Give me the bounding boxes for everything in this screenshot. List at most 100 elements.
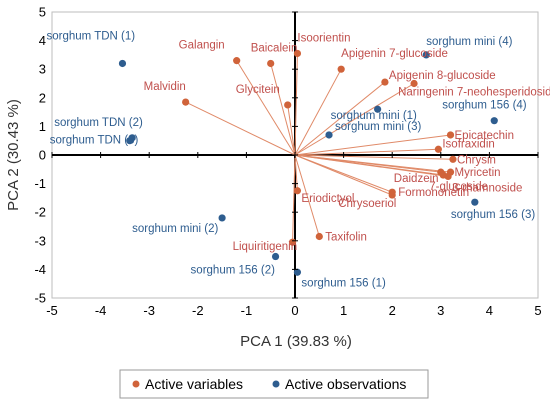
x-tick-label: -1 [241, 303, 253, 318]
legend: Active variables Active observations [119, 369, 429, 399]
tick-labels-group: -5 -4 -3 -2 -1 0 1 2 3 4 5 5 4 3 2 1 0 -1 -2 -3 -4 -5 [34, 5, 541, 319]
variable-label-taxifolin: Taxifolin [325, 232, 367, 244]
y-tick-label: 0 [39, 148, 46, 163]
variable-point-galangin [233, 57, 241, 65]
observation-label-sorghum-156-4: sorghum 156 (4) [442, 100, 527, 112]
vector-chrysoeriol [294, 154, 393, 196]
y-tick-label: -5 [34, 291, 46, 306]
x-tick-label: 2 [389, 303, 396, 318]
variable-point-eriodictyol [293, 187, 302, 195]
vector-epicatechin [294, 134, 451, 156]
y-tick-label: -3 [34, 233, 46, 248]
variable-label-chrysin: Chrysin [457, 154, 496, 166]
observation-label-sorghum-tdn-3: sorghum TDN (3) [50, 135, 139, 147]
observation-point-sorghum-156-1 [293, 268, 302, 276]
vector-taxifolin [294, 154, 320, 237]
variable-point-baicalein [267, 59, 275, 68]
variable-label-liquiritigenin: Liquiritigenin [233, 241, 298, 253]
variable-point-epicatechin [446, 131, 455, 139]
variable-label-myricetin: Myricetin [455, 167, 501, 179]
vector-7-glucoside [294, 154, 444, 176]
variable-label-naringenin-7-neohesperidoside: Naringenin 7-neohesperidoside [398, 87, 550, 99]
vector-baicalein [270, 63, 296, 156]
points-group [118, 49, 498, 276]
x-tick-label: -3 [143, 303, 155, 318]
observation-label-sorghum-mini-4: sorghum mini (4) [426, 36, 512, 48]
variable-point-chrysin [449, 155, 457, 163]
variable-point-7-glucoside [439, 171, 447, 179]
observation-point-sorghum-tdn-1 [118, 59, 127, 68]
observation-point-sorghum-mini-1 [374, 105, 382, 113]
y-tick-label: -2 [34, 205, 46, 220]
vector-liquiritigenin [292, 154, 296, 243]
x-tick-label: 4 [486, 303, 493, 318]
y-tick-label: 1 [39, 119, 46, 134]
legend-marker-active-variables [132, 380, 140, 388]
variable-label-isofraxidin: Isofraxidin [442, 138, 494, 150]
y-tick-label: 5 [39, 5, 46, 20]
observation-label-sorghum-tdn-1: sorghum TDN (1) [46, 30, 135, 42]
observation-label-sorghum-mini-1: sorghum mini (1) [331, 110, 417, 122]
observation-point-sorghum-mini-3 [325, 131, 333, 139]
observation-point-sorghum-mini-2 [218, 214, 226, 222]
variable-point-isoorientin [293, 49, 302, 58]
observation-point-sorghum-156-4 [490, 117, 498, 125]
variable-label-eriodictyol: Eriodictyol [301, 193, 354, 205]
variable-point-taxifolin [315, 232, 323, 241]
variable-point-glycitein [284, 101, 292, 109]
x-tick-label: 0 [291, 303, 298, 318]
observation-label-sorghum-tdn-2: sorghum TDN (2) [54, 117, 143, 129]
y-tick-label: 2 [39, 90, 46, 105]
vector-malvidin [185, 101, 296, 156]
observation-point-sorghum-156-3 [471, 198, 479, 206]
vector-eriodictyol [294, 154, 298, 191]
variable-label-7-glucoside: 7-glucoside [429, 181, 488, 193]
y-axis-title: PCA 2 (30.43 %) [5, 99, 22, 211]
x-tick-label: 5 [534, 303, 541, 318]
vector-galangin [236, 60, 296, 156]
observation-point-sorghum-tdn-3 [126, 137, 134, 145]
variable-label-baicalein: Baicalein [251, 42, 298, 54]
variable-label-formononetin: Formononetin [398, 187, 469, 199]
variable-point-chrysoeriol [388, 191, 396, 199]
y-tick-label: -4 [34, 262, 46, 277]
variable-label-apigenin-7-glucoside: Apigenin 7-glucoside [341, 48, 448, 60]
variable-label-3-rhamnoside: 3-rhamnoside [452, 182, 522, 194]
variable-point-naringenin-7-neohesperidoside [410, 79, 418, 88]
observation-label-sorghum-156-2: sorghum 156 (2) [191, 265, 276, 277]
vector-isofraxidin [294, 148, 439, 156]
vector-apigenin-8-glucoside [294, 81, 386, 156]
variable-point-apigenin-7-glucoside [337, 65, 345, 73]
variable-label-galangin: Galangin [179, 40, 225, 52]
x-tick-label: -2 [192, 303, 204, 318]
observation-label-sorghum-156-1: sorghum 156 (1) [301, 277, 386, 289]
variable-label-chrysoeriol: Chrysoeriol [338, 198, 396, 210]
observation-label-sorghum-mini-3: sorghum mini (3) [335, 121, 421, 133]
variable-label-apigenin-8-glucoside: Apigenin 8-glucoside [389, 70, 496, 82]
variable-vectors-group [185, 53, 453, 243]
x-tick-label: -4 [95, 303, 107, 318]
observation-point-sorghum-mini-4 [422, 51, 430, 59]
legend-label-active-variables: Active variables [145, 376, 243, 392]
observation-point-sorghum-156-2 [271, 252, 280, 261]
legend-marker-active-observations [272, 380, 280, 388]
x-axis-title: PCA 1 (39.83 %) [240, 333, 352, 350]
observation-label-sorghum-156-3: sorghum 156 (3) [451, 209, 536, 221]
vector-glycitein [287, 104, 296, 156]
variable-label-isoorientin: Isoorientin [297, 32, 350, 44]
variable-point-apigenin-8-glucoside [381, 78, 389, 86]
observation-label-sorghum-mini-2: sorghum mini (2) [132, 223, 218, 235]
y-tick-label: 4 [39, 33, 46, 48]
vector-chrysin [294, 154, 453, 160]
x-tick-label: -5 [46, 303, 58, 318]
variable-label-glycitein: Glycitein [236, 84, 280, 96]
vector-apigenin-7-glucoside [294, 68, 342, 156]
y-tick-label: -1 [34, 176, 46, 191]
variable-label-epicatechin: Epicatechin [455, 130, 514, 142]
legend-label-active-observations: Active observations [285, 376, 406, 392]
y-tick-label: 3 [39, 62, 46, 77]
variable-point-isofraxidin [434, 145, 442, 153]
vector-isoorientin [294, 53, 298, 156]
